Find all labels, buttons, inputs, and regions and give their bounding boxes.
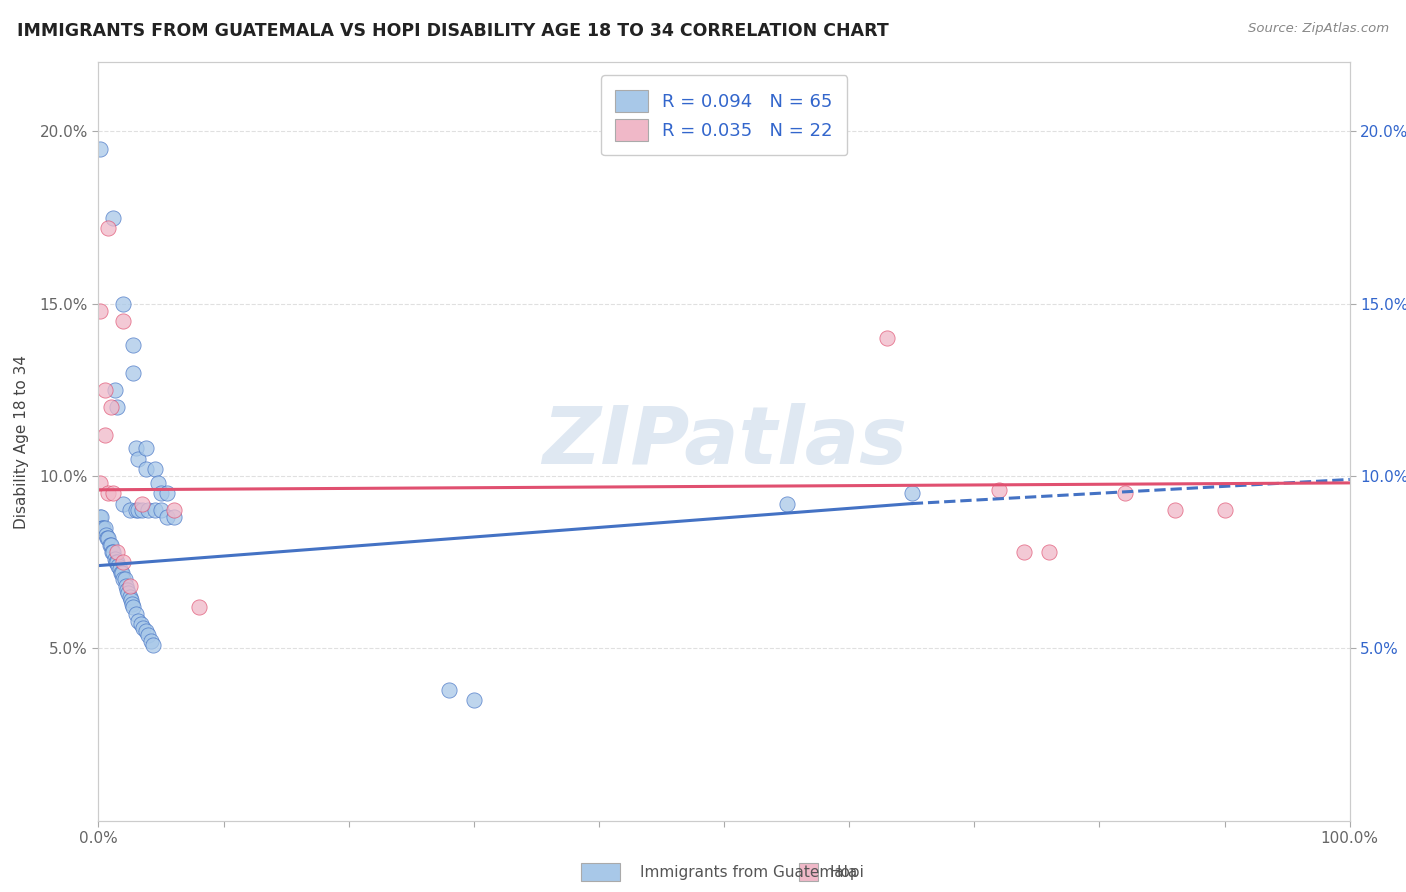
Point: [1038, 545, 1060, 559]
Point: [104, 555, 127, 569]
Point: [118, 590, 141, 604]
Point: [105, 555, 128, 569]
Point: [122, 366, 145, 380]
Point: [156, 510, 179, 524]
Point: [112, 314, 135, 328]
Point: [110, 566, 132, 580]
Point: [1213, 503, 1236, 517]
Point: [104, 551, 127, 566]
Point: [135, 442, 157, 456]
Point: [97, 486, 120, 500]
Point: [94, 527, 117, 541]
Text: Immigrants from Guatemala: Immigrants from Guatemala: [640, 865, 858, 880]
Point: [112, 555, 135, 569]
Point: [115, 582, 138, 597]
Point: [120, 593, 142, 607]
Point: [143, 462, 166, 476]
Y-axis label: Disability Age 18 to 34: Disability Age 18 to 34: [14, 354, 28, 529]
Point: [121, 597, 143, 611]
Text: Source: ZipAtlas.com: Source: ZipAtlas.com: [1249, 22, 1389, 36]
Point: [104, 383, 127, 397]
Point: [100, 400, 122, 414]
Point: [118, 579, 141, 593]
Point: [156, 486, 179, 500]
Point: [132, 621, 155, 635]
Point: [96, 531, 118, 545]
Point: [162, 510, 184, 524]
Point: [112, 573, 135, 587]
Point: [1014, 545, 1036, 559]
Point: [148, 475, 170, 490]
Point: [89, 303, 111, 318]
Point: [103, 486, 125, 500]
Point: [776, 497, 799, 511]
Point: [125, 503, 148, 517]
Legend: R = 0.094   N = 65, R = 0.035   N = 22: R = 0.094 N = 65, R = 0.035 N = 22: [600, 75, 848, 155]
Point: [125, 442, 148, 456]
Point: [101, 545, 124, 559]
Point: [138, 503, 160, 517]
Point: [143, 503, 166, 517]
Point: [90, 510, 112, 524]
Point: [93, 427, 115, 442]
Point: [89, 510, 111, 524]
Point: [131, 497, 153, 511]
Point: [1163, 503, 1185, 517]
Text: IMMIGRANTS FROM GUATEMALA VS HOPI DISABILITY AGE 18 TO 34 CORRELATION CHART: IMMIGRANTS FROM GUATEMALA VS HOPI DISABI…: [17, 22, 889, 40]
Point: [150, 486, 173, 500]
Point: [105, 545, 128, 559]
Point: [127, 451, 149, 466]
Text: ZIPatlas: ZIPatlas: [541, 402, 907, 481]
Point: [97, 220, 120, 235]
Point: [100, 538, 122, 552]
Point: [97, 531, 120, 545]
Point: [437, 682, 460, 697]
Point: [111, 566, 134, 580]
Point: [93, 521, 115, 535]
Point: [118, 503, 141, 517]
Point: [112, 296, 135, 310]
Point: [93, 383, 115, 397]
Point: [103, 211, 125, 225]
Point: [988, 483, 1011, 497]
Point: [138, 627, 160, 641]
Point: [114, 573, 136, 587]
Point: [105, 400, 128, 414]
Point: [131, 503, 153, 517]
Point: [89, 142, 111, 156]
Point: [900, 486, 922, 500]
Point: [139, 634, 162, 648]
Point: [135, 624, 157, 639]
Point: [122, 599, 145, 614]
Point: [107, 558, 129, 573]
Point: [117, 586, 139, 600]
Point: [122, 338, 145, 352]
Point: [162, 503, 184, 517]
Point: [127, 614, 149, 628]
Point: [91, 521, 114, 535]
Point: [89, 475, 111, 490]
Point: [112, 497, 135, 511]
Point: [129, 617, 152, 632]
Point: [115, 579, 138, 593]
Point: [93, 521, 115, 535]
Point: [125, 607, 148, 621]
Point: [876, 331, 898, 345]
Point: [103, 545, 125, 559]
Point: [142, 638, 165, 652]
Point: [150, 503, 173, 517]
Point: [1114, 486, 1136, 500]
Point: [98, 538, 121, 552]
Point: [108, 562, 131, 576]
Point: [187, 599, 209, 614]
Point: [463, 693, 485, 707]
Text: Hopi: Hopi: [830, 865, 865, 880]
Point: [127, 503, 149, 517]
Point: [135, 462, 157, 476]
